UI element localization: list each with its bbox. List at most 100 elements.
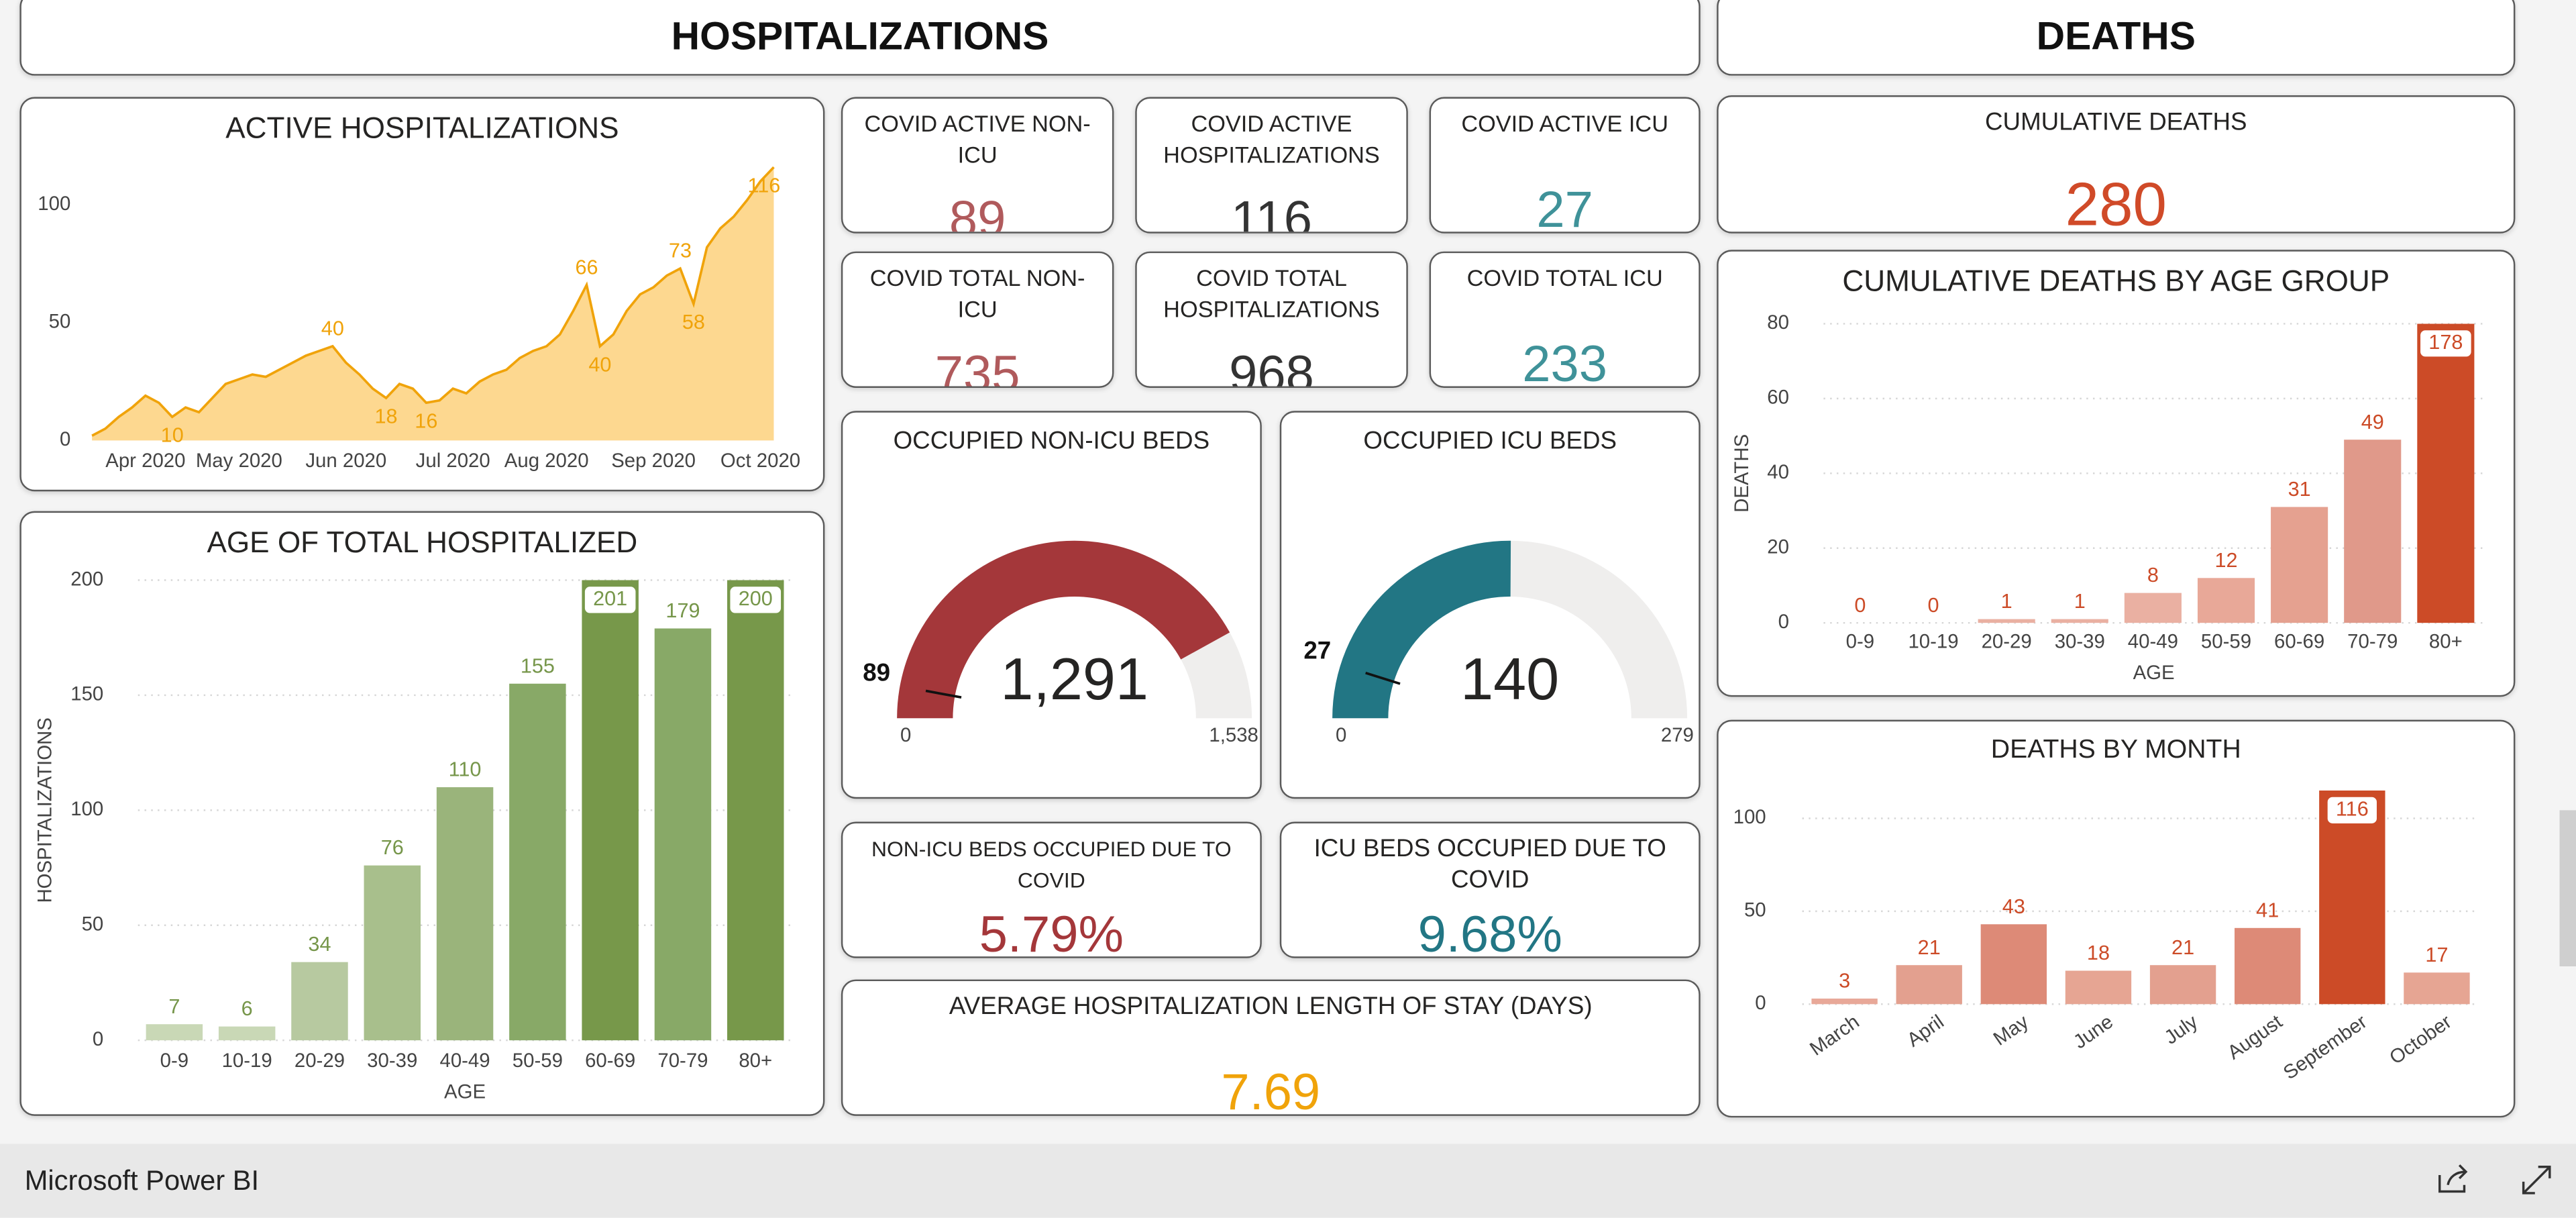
x-tick-label: May 2020 xyxy=(196,450,282,472)
data-label: 201 xyxy=(593,587,627,610)
card-title: COVID ACTIVE NON-ICU xyxy=(864,110,1091,168)
gauge-value xyxy=(897,540,1230,719)
gauge-tick-label: 0 xyxy=(1336,724,1346,746)
gauge-value-label: 140 xyxy=(1460,646,1559,712)
x-tick-label: April xyxy=(1903,1011,1948,1052)
kpi-card: COVID TOTAL ICU 233 xyxy=(1429,251,1701,388)
x-tick-label: 80+ xyxy=(2429,630,2463,652)
card-title: COVID TOTAL HOSPITALIZATIONS xyxy=(1163,264,1380,323)
data-label: 40 xyxy=(321,317,344,340)
data-label: 49 xyxy=(2361,411,2384,434)
chart-panel: AGE OF TOTAL HOSPITALIZED 0 50 100 150 200 7 0… xyxy=(19,511,825,1116)
x-tick-label: 40-49 xyxy=(439,1050,490,1072)
bar xyxy=(2319,790,2385,1005)
x-tick-label: Jun 2020 xyxy=(305,450,386,472)
kpi-card: NON-ICU BEDS OCCUPIED DUE TO COVID 5.79% xyxy=(841,821,1262,958)
bar xyxy=(509,683,566,1041)
gauge-target xyxy=(925,689,962,699)
x-tick-label: September xyxy=(2279,1011,2371,1084)
data-label: 43 xyxy=(2002,895,2025,918)
data-label: 76 xyxy=(381,836,404,859)
card-title: COVID TOTAL NON-ICU xyxy=(869,264,1085,323)
y-tick-label: 50 xyxy=(82,913,104,935)
bar xyxy=(291,962,348,1041)
y-tick-label: 150 xyxy=(70,683,103,705)
gauge-value-label: 1,291 xyxy=(1000,646,1148,712)
gauge: 27 140 0 279 xyxy=(1303,540,1694,746)
x-tick-label: 70-79 xyxy=(657,1050,708,1072)
y-tick-label: 0 xyxy=(60,428,70,450)
share-button[interactable] xyxy=(2433,1160,2473,1200)
y-tick-label: 200 xyxy=(70,568,103,590)
bar xyxy=(2344,440,2402,623)
bar xyxy=(727,580,784,1041)
scrollbar[interactable] xyxy=(2559,810,2576,967)
data-label: 179 xyxy=(665,599,700,622)
bar xyxy=(2051,619,2108,623)
chart-title: OCCUPIED ICU BEDS xyxy=(1363,427,1617,456)
chart-title: ACTIVE HOSPITALIZATIONS xyxy=(225,111,619,145)
data-label: 66 xyxy=(575,256,598,278)
label-box xyxy=(730,587,782,613)
data-label: 0 xyxy=(1928,594,1939,617)
chart-panel: DEATHS BY MONTH 0 50 100 3 March 21 April 43 May… xyxy=(1717,719,2516,1118)
data-label: 7 xyxy=(168,995,180,1018)
bar xyxy=(2271,507,2328,623)
y-tick-label: 50 xyxy=(1744,899,1766,921)
x-tick-label: June xyxy=(2070,1011,2117,1054)
x-tick-label: 20-29 xyxy=(294,1050,345,1072)
data-label: 116 xyxy=(2336,797,2369,820)
app-name: Microsoft Power BI xyxy=(24,1165,260,1197)
y-tick-label: 100 xyxy=(70,798,103,820)
footer: Microsoft Power BI xyxy=(0,1144,2576,1218)
y-tick-label: 100 xyxy=(38,193,70,215)
chart-panel: ACTIVE HOSPITALIZATIONS 0 50 100 Apr 2020 Ma… xyxy=(19,97,825,492)
x-tick-label: 20-29 xyxy=(1982,630,2032,652)
chart-title: CUMULATIVE DEATHS BY AGE GROUP xyxy=(1842,264,2390,298)
chart: 0 50 100 150 200 7 0-9 6 10-19 34 20-29 76 30-39 110 4… xyxy=(34,568,792,1103)
fullscreen-button[interactable] xyxy=(2517,1160,2557,1200)
card-value: 89 xyxy=(949,191,1006,234)
data-label: 58 xyxy=(682,311,705,334)
x-tick-label: October xyxy=(2385,1011,2456,1069)
data-label: 31 xyxy=(2288,478,2311,501)
x-axis-label: AGE xyxy=(444,1080,486,1103)
section-header: DEATHS xyxy=(1717,0,2516,76)
kpi-card: COVID ACTIVE ICU 27 xyxy=(1429,97,1701,234)
x-tick-label: Aug 2020 xyxy=(504,450,589,472)
card-title: ICU BEDS OCCUPIED DUE TO COVID xyxy=(1313,835,1666,895)
card-value: 7.69 xyxy=(1221,1063,1321,1116)
bar xyxy=(2149,965,2216,1005)
y-tick-label: 80 xyxy=(1767,311,1789,334)
section-title: HOSPITALIZATIONS xyxy=(671,13,1049,58)
y-tick-label: 100 xyxy=(1733,806,1766,828)
card-value: 280 xyxy=(2065,170,2167,234)
gauge-target xyxy=(1365,672,1401,685)
kpi-card: COVID TOTAL NON-ICU 735 xyxy=(841,251,1114,388)
data-label: 21 xyxy=(2171,936,2194,959)
chart-title: DEATHS BY MONTH xyxy=(1990,736,2241,764)
data-label: 116 xyxy=(747,174,780,197)
data-label: 18 xyxy=(2087,942,2110,964)
x-tick-label: May xyxy=(1990,1011,2033,1050)
data-label: 17 xyxy=(2425,944,2448,966)
card-title: NON-ICU BEDS OCCUPIED DUE TO COVID xyxy=(871,836,1232,893)
x-tick-label: Sep 2020 xyxy=(611,450,696,472)
bar xyxy=(582,580,639,1041)
kpi-card: COVID ACTIVE NON-ICU 89 xyxy=(841,97,1114,234)
data-label: 200 xyxy=(739,587,773,610)
gauge: 89 1,291 0 1,538 xyxy=(863,540,1258,746)
gauge-tick-label: 1,538 xyxy=(1209,724,1258,746)
chart: 0 20 40 60 80 0 0-9 0 10-19 1 20-29 1 30-39 8 40-49 12 5… xyxy=(1731,311,2483,684)
data-label: 0 xyxy=(1854,594,1866,617)
data-label: 1 xyxy=(2001,590,2012,613)
bar xyxy=(1811,999,1878,1005)
bar xyxy=(654,628,712,1041)
y-tick-label: 50 xyxy=(49,311,71,333)
data-label: 1 xyxy=(2074,590,2086,613)
chart-title: OCCUPIED NON-ICU BEDS xyxy=(893,427,1210,456)
x-tick-label: 0-9 xyxy=(160,1050,189,1072)
kpi-card: AVERAGE HOSPITALIZATION LENGTH OF STAY (… xyxy=(841,979,1701,1116)
